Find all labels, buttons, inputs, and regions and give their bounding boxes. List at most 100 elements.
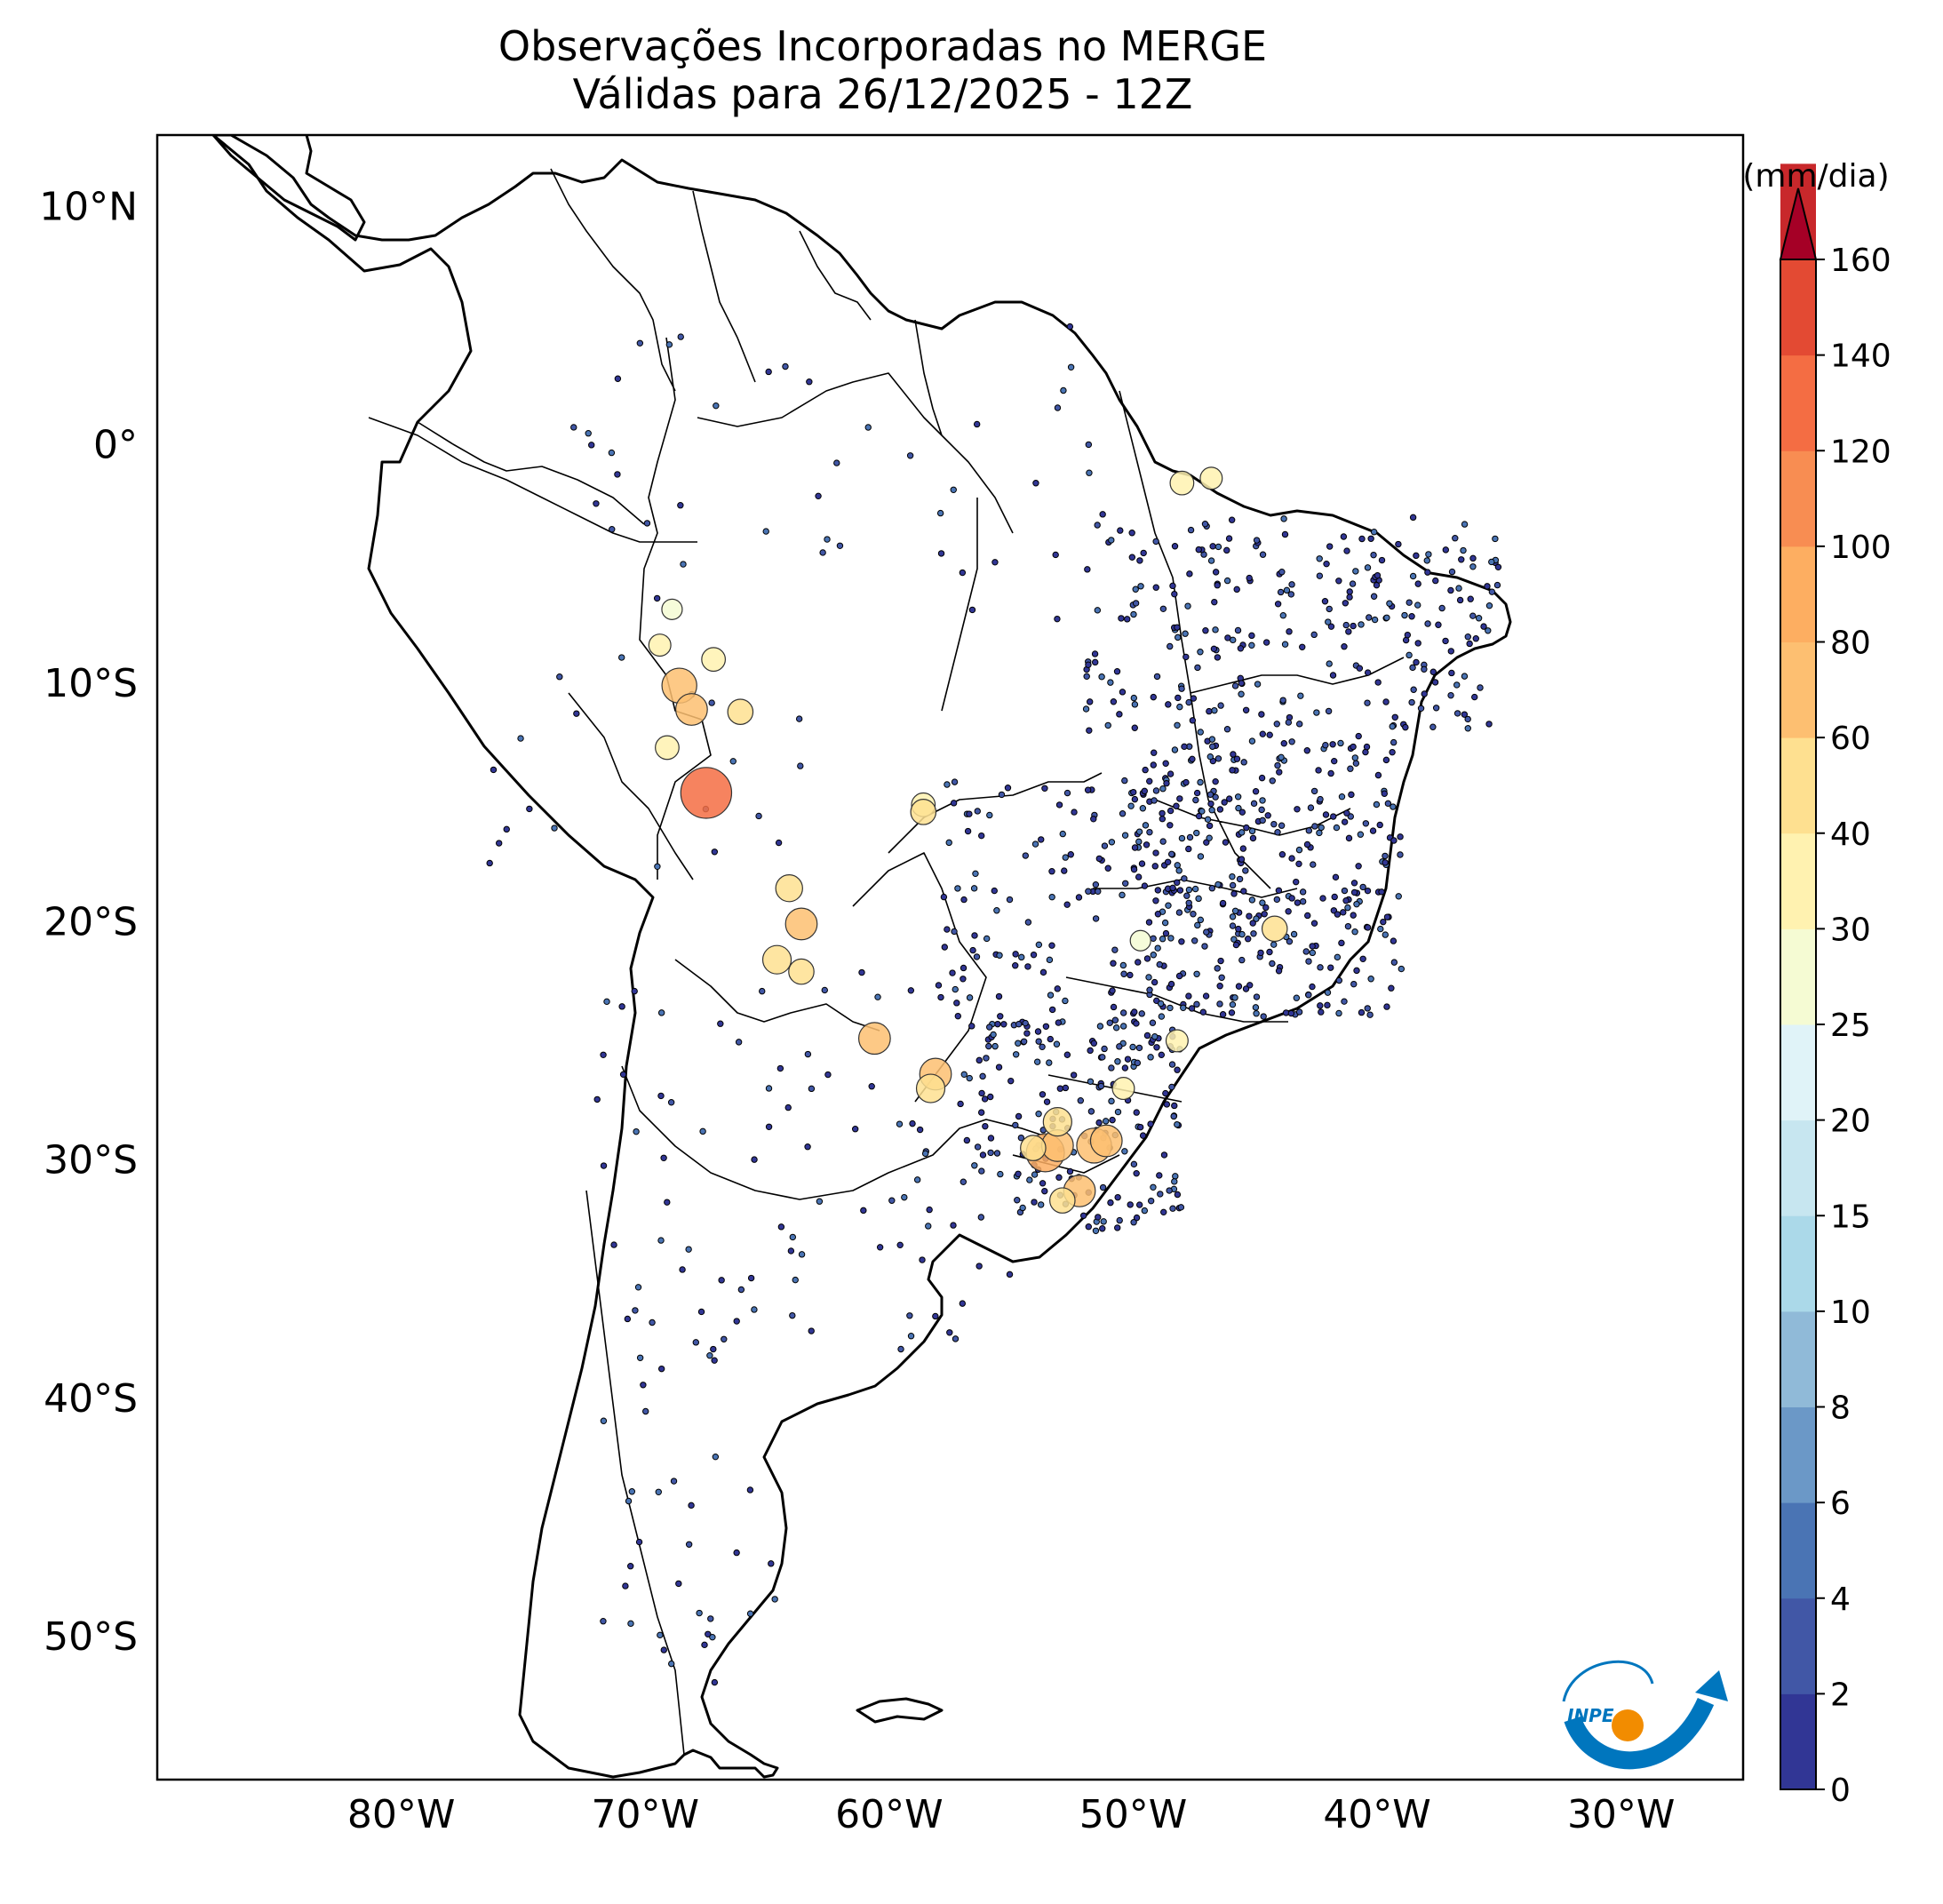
station-point — [1257, 949, 1264, 957]
station-point — [821, 986, 828, 994]
station-point — [1242, 706, 1250, 713]
station-point — [1167, 1004, 1174, 1012]
falkland-islands-coastline — [856, 1697, 944, 1724]
station-point — [1181, 743, 1188, 751]
station-point — [721, 1335, 728, 1342]
station-point — [1414, 640, 1421, 647]
station-point — [1178, 834, 1186, 842]
station-point-highlight — [775, 874, 803, 903]
station-point — [1131, 701, 1139, 708]
station-point — [1048, 868, 1055, 875]
station-point — [1046, 956, 1054, 964]
station-point — [975, 1263, 983, 1270]
station-point — [1182, 630, 1189, 637]
station-point — [1201, 943, 1208, 950]
station-point — [746, 1486, 754, 1494]
station-point — [1097, 1082, 1105, 1090]
station-point — [685, 1541, 693, 1548]
station-point — [960, 964, 968, 972]
station-point — [1193, 789, 1201, 797]
station-point-highlight — [1020, 1135, 1047, 1161]
station-point — [1167, 935, 1175, 942]
station-point — [949, 969, 956, 976]
station-point — [1142, 822, 1150, 829]
station-point — [657, 1092, 665, 1100]
station-point — [1471, 693, 1478, 701]
station-point — [868, 1083, 875, 1090]
station-point — [972, 870, 979, 878]
station-point — [1206, 753, 1214, 761]
station-point — [935, 982, 943, 989]
station-point — [804, 1050, 812, 1058]
station-point — [1475, 615, 1483, 622]
station-point — [991, 559, 999, 566]
station-point — [1413, 552, 1420, 560]
station-point — [1275, 968, 1283, 975]
station-point — [968, 606, 976, 614]
station-point — [1135, 838, 1143, 846]
station-point — [1260, 1013, 1267, 1020]
colorbar-tick-label: 120 — [1830, 434, 1891, 470]
station-point — [808, 1327, 815, 1334]
station-point — [1137, 583, 1144, 590]
station-point — [1461, 521, 1469, 528]
colorbar-segment — [1780, 450, 1816, 547]
station-point — [1335, 1009, 1342, 1017]
station-point — [944, 781, 951, 788]
station-point — [1274, 761, 1281, 769]
station-point — [907, 987, 915, 994]
station-point-highlight — [784, 907, 818, 941]
station-point — [1346, 588, 1353, 595]
lon-tick-label: 80°W — [347, 1792, 456, 1837]
station-point — [1456, 596, 1464, 604]
station-point — [1150, 1183, 1157, 1191]
station-point — [1203, 839, 1210, 846]
station-point — [1325, 618, 1332, 625]
station-point — [1367, 976, 1374, 983]
station-point — [1222, 839, 1230, 846]
station-point — [966, 994, 974, 1001]
station-point — [1324, 989, 1332, 996]
colorbar-unit-label: (mm/dia) — [1742, 158, 1889, 195]
station-point — [1062, 1084, 1070, 1092]
station-point — [1066, 1167, 1074, 1175]
station-point — [1242, 867, 1249, 874]
station-point — [1153, 1044, 1160, 1051]
station-point — [1203, 928, 1210, 936]
station-point — [1022, 852, 1030, 859]
station-point — [1287, 1009, 1295, 1017]
station-point — [804, 1143, 811, 1151]
station-point — [1147, 1054, 1154, 1061]
station-point — [1210, 645, 1218, 653]
lat-tick-label: 20°S — [44, 899, 138, 944]
station-point — [1167, 822, 1174, 829]
station-point — [1063, 901, 1071, 908]
station-point — [907, 1333, 915, 1340]
colorbar-segment — [1780, 1024, 1816, 1121]
station-point — [1364, 699, 1371, 706]
station-point — [1037, 1201, 1045, 1208]
station-point — [1326, 660, 1333, 667]
station-point — [971, 932, 978, 939]
station-point — [978, 1089, 985, 1097]
station-point — [1230, 936, 1238, 943]
station-point — [1295, 846, 1303, 854]
station-point — [819, 549, 826, 556]
station-point — [1159, 816, 1167, 823]
station-point — [1322, 811, 1330, 818]
station-point — [1191, 885, 1199, 893]
station-point — [1070, 1071, 1078, 1079]
colorbar: 0 2 4 6 8 10 15 20 25 30 40 60 80 100 120 140 160 — [1779, 163, 1891, 1809]
station-point — [995, 992, 1003, 1000]
station-point — [1197, 649, 1204, 656]
station-point — [603, 998, 610, 1006]
lon-tick-label: 50°W — [1079, 1792, 1188, 1837]
station-point — [585, 430, 592, 437]
station-point — [1174, 721, 1181, 729]
station-point — [966, 1074, 973, 1082]
station-point — [653, 594, 661, 602]
station-point — [1206, 791, 1214, 798]
station-point — [1359, 883, 1366, 891]
station-point — [1135, 873, 1143, 880]
station-point — [1055, 801, 1063, 809]
